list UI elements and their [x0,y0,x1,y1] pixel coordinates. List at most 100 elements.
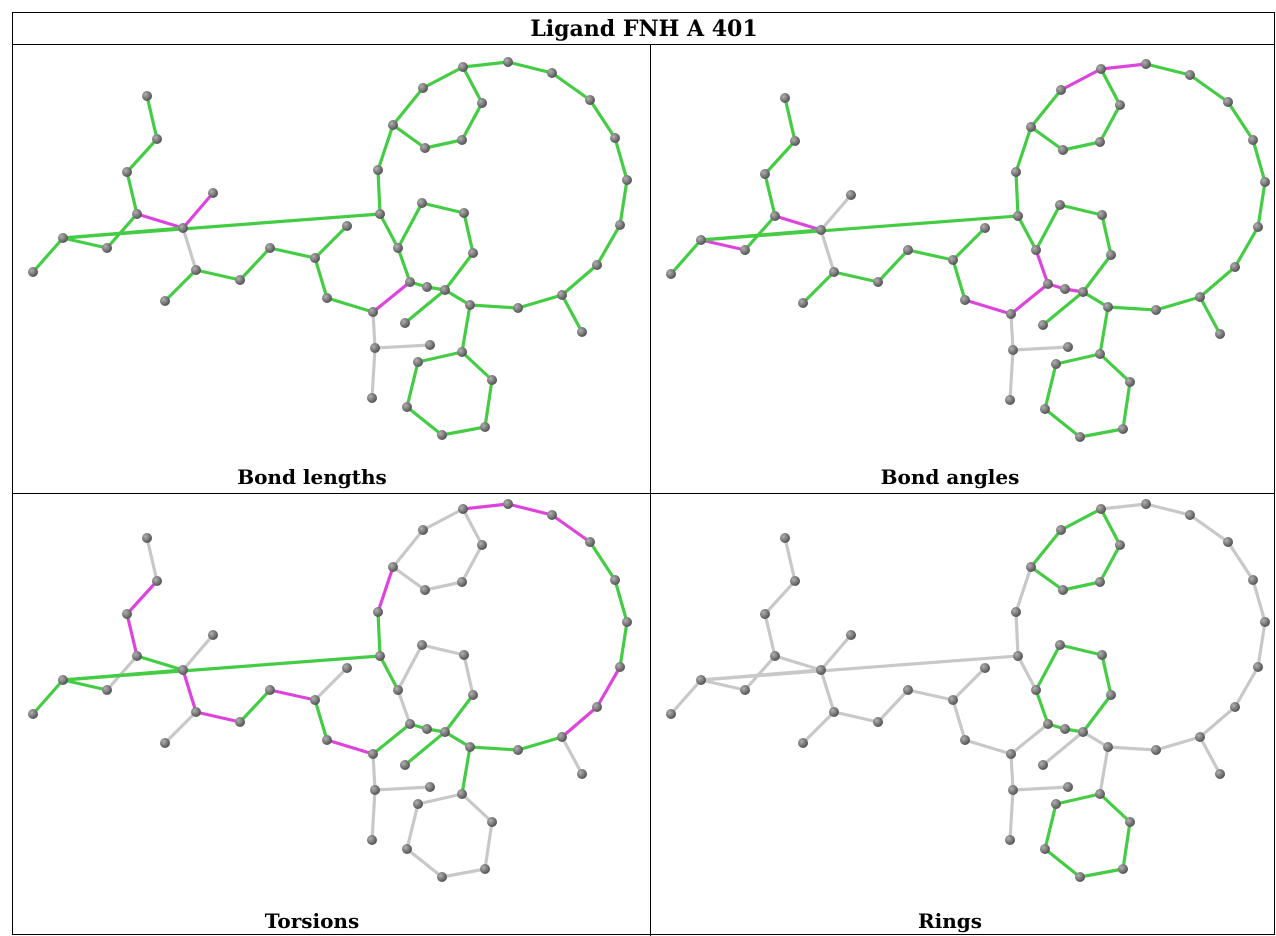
atom [437,430,447,440]
atom [425,782,435,792]
atom [1060,284,1070,294]
atom [1103,742,1113,752]
bond [1121,820,1132,871]
bond [699,678,747,692]
atom [1063,342,1073,352]
atom [368,749,378,759]
atom [235,275,245,285]
bond [1251,138,1267,184]
atom [425,340,435,350]
bond [773,654,823,672]
bond [1256,180,1267,229]
atom [1141,499,1151,509]
atom [440,285,450,295]
bond [613,136,629,182]
atom [310,695,320,705]
atom [1185,70,1195,80]
bond [1099,62,1148,71]
atom [418,525,428,535]
bond [1100,653,1113,697]
bond [669,678,703,716]
atom [557,290,567,300]
bond [373,785,432,792]
bond [1016,654,1038,692]
atom [413,357,423,367]
atom [1095,577,1105,587]
atom [457,135,467,145]
atom [622,617,632,627]
bond [373,343,432,350]
bond [801,270,836,305]
bond [238,688,272,724]
molecule [666,499,1270,882]
atom [610,575,620,585]
atom [265,243,275,253]
bond [460,745,472,796]
bond [462,211,475,255]
bond [618,178,629,227]
atom [770,211,780,221]
bond [1041,730,1085,767]
bond [516,735,564,752]
bond [125,579,159,616]
atom [373,165,383,175]
atom [465,300,475,310]
bond [506,502,554,517]
bond [560,735,584,776]
atom [948,695,958,705]
bond [416,792,464,806]
bond [371,752,377,792]
bond [516,293,564,310]
atom [1055,640,1065,650]
atom [458,504,468,514]
atom [373,607,383,617]
bond [163,268,198,303]
bond [313,698,329,742]
bond [560,705,599,739]
atom [422,282,432,292]
bond [1043,362,1058,411]
bond [1106,745,1158,752]
bond [783,96,797,143]
atom [102,243,112,253]
atom [178,223,188,233]
atom [1058,585,1068,595]
bond [763,139,797,176]
atom [846,630,856,640]
atom [457,577,467,587]
atom [1118,864,1128,874]
atom [368,307,378,317]
bond [1014,125,1033,174]
atom [1006,309,1016,319]
bond [963,738,1013,756]
bond [61,668,185,682]
bond [371,280,412,314]
bond [1016,214,1038,252]
atom [547,510,557,520]
atom [873,277,883,287]
atom [1151,745,1161,755]
atom [1038,760,1048,770]
bond [1014,610,1020,658]
atom [1051,359,1061,369]
bond [376,168,382,216]
bond [1008,788,1015,842]
bond [951,666,987,702]
bond [560,263,599,297]
atom [1253,222,1263,232]
atom [1026,562,1036,572]
atom [1230,702,1240,712]
bond [378,212,400,250]
bond [743,654,777,692]
bond [1043,847,1082,879]
atom [402,844,412,854]
bond [1198,735,1222,776]
atom [122,609,132,619]
bond [416,350,464,364]
atom [577,769,587,779]
bond [1011,345,1070,352]
panel-caption: Torsions [265,909,359,933]
bond [819,668,836,714]
atom [132,209,142,219]
bond [135,212,185,230]
